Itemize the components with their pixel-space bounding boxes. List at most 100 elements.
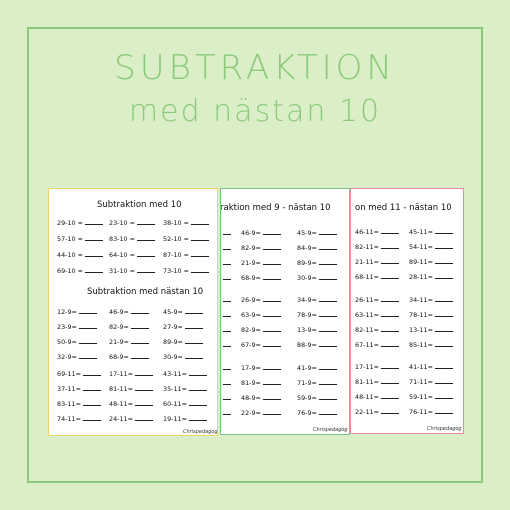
problem-text: 23-10 = — [109, 219, 135, 227]
sheet3-heading: on med 11 - nästan 10 — [355, 203, 452, 213]
sheet2-heading: raktion med 9 - nästan 10 — [220, 203, 331, 213]
answer-line — [380, 346, 399, 347]
answer-line — [380, 368, 399, 369]
answer-line — [318, 384, 337, 385]
answer-line — [223, 331, 231, 332]
problem-text: 82-11= — [355, 243, 379, 251]
answer-line — [134, 375, 153, 376]
subtraction-problem: 23-9= — [57, 323, 97, 331]
problem-text: 89-11= — [409, 258, 433, 266]
answer-line — [262, 316, 281, 317]
problem-text: 31-10 = — [109, 267, 135, 275]
subtraction-problem: 32-9= — [57, 353, 97, 361]
worksheet-subtraction-9: raktion med 9 - nästan 10 Chrispedagog 4… — [220, 188, 350, 435]
problem-text: 83-10 = — [109, 235, 135, 243]
problem-text: 44-10 = — [57, 251, 83, 259]
sheet2-signature: Chrispedagog — [313, 427, 348, 433]
problem-text: 89-9= — [163, 338, 183, 346]
problem-text: 46-11= — [355, 228, 379, 236]
subtraction-problem: 59-11= — [409, 393, 453, 401]
problem-text: 45-9= — [163, 308, 183, 316]
answer-line — [190, 256, 209, 257]
problem-text: 71-11= — [409, 378, 433, 386]
problem-text: 17-11= — [355, 363, 379, 371]
problem-text: 28-11= — [409, 273, 433, 281]
answer-line — [318, 234, 337, 235]
problem-text: 63-9= — [241, 311, 261, 319]
problem-text: 12-9= — [57, 308, 77, 316]
answer-line — [190, 240, 209, 241]
sheet1-signature: Chrispedagog — [183, 429, 218, 435]
problem-text: 68-11= — [355, 273, 379, 281]
problem-text: 35-11= — [163, 385, 187, 393]
answer-line — [82, 405, 101, 406]
answer-line — [130, 328, 149, 329]
problem-text: 46-9= — [241, 229, 261, 237]
subtraction-problem: 21-9= — [223, 259, 281, 267]
answer-line — [380, 398, 399, 399]
answer-line — [318, 399, 337, 400]
subtraction-problem: 69-11= — [57, 370, 101, 378]
answer-line — [380, 301, 399, 302]
page-title: SUBTRAKTION — [114, 48, 396, 88]
problem-text: 59-11= — [409, 393, 433, 401]
subtraction-problem: 17-9= — [223, 364, 281, 372]
problem-text: 54-11= — [409, 243, 433, 251]
problem-text: 84-9= — [297, 244, 317, 252]
answer-line — [262, 384, 281, 385]
green-frame — [27, 27, 483, 483]
problem-text: 82-9= — [109, 323, 129, 331]
subtraction-problem: 21-11= — [355, 258, 399, 266]
answer-line — [84, 224, 103, 225]
problem-text: 37-11= — [57, 385, 81, 393]
answer-line — [262, 346, 281, 347]
subtraction-problem: 45-9= — [297, 229, 337, 237]
problem-text: 30-9= — [163, 353, 183, 361]
subtraction-problem: 89-9= — [297, 259, 337, 267]
answer-line — [223, 399, 231, 400]
answer-line — [82, 420, 101, 421]
problem-text: 82-11= — [355, 326, 379, 334]
answer-line — [262, 369, 281, 370]
answer-line — [136, 240, 155, 241]
answer-line — [434, 233, 453, 234]
subtraction-problem: 34-11= — [409, 296, 453, 304]
subtraction-problem: 81-9= — [223, 379, 281, 387]
subtraction-problem: 43-11= — [163, 370, 207, 378]
subtraction-problem: 12-9= — [57, 308, 97, 316]
subtraction-problem: 30-9= — [163, 353, 203, 361]
problem-text: 57-10 = — [57, 235, 83, 243]
subtraction-problem: 45-9= — [163, 308, 203, 316]
problem-text: 67-9= — [241, 341, 261, 349]
subtraction-problem: 17-11= — [109, 370, 153, 378]
answer-line — [184, 313, 203, 314]
answer-line — [380, 383, 399, 384]
answer-line — [84, 272, 103, 273]
problem-text: 19-11= — [163, 415, 187, 423]
subtraction-problem: 37-11= — [57, 385, 101, 393]
answer-line — [318, 249, 337, 250]
problem-text: 89-9= — [297, 259, 317, 267]
answer-line — [262, 414, 281, 415]
answer-line — [434, 278, 453, 279]
answer-line — [134, 405, 153, 406]
subtraction-problem: 24-11= — [109, 415, 153, 423]
answer-line — [434, 331, 453, 332]
answer-line — [184, 328, 203, 329]
subtraction-problem: 48-9= — [223, 394, 281, 402]
subtraction-problem: 60-11= — [163, 400, 207, 408]
problem-text: 69-11= — [57, 370, 81, 378]
answer-line — [190, 224, 209, 225]
subtraction-problem: 46-11= — [355, 228, 399, 236]
answer-line — [223, 234, 231, 235]
answer-line — [223, 301, 231, 302]
answer-line — [190, 272, 209, 273]
subtraction-problem: 68-9= — [109, 353, 149, 361]
subtraction-problem: 30-9= — [297, 274, 337, 282]
problem-text: 48-11= — [109, 400, 133, 408]
problem-text: 48-11= — [355, 393, 379, 401]
subtraction-problem: 85-11= — [409, 341, 453, 349]
answer-line — [223, 384, 231, 385]
problem-text: 60-11= — [163, 400, 187, 408]
subtraction-problem: 19-11= — [163, 415, 207, 423]
